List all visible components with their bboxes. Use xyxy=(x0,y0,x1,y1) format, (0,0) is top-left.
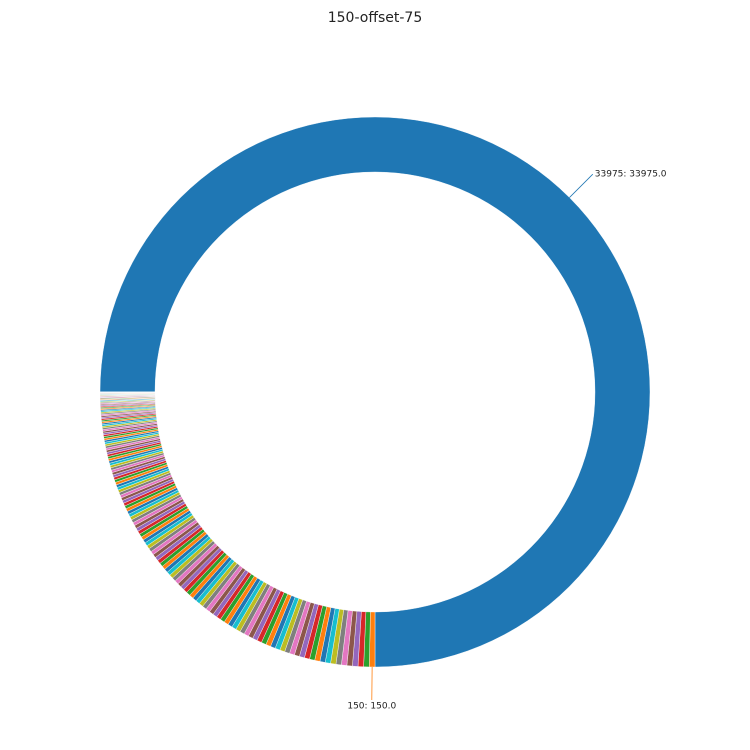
slice-label: 150: 150.0 xyxy=(347,701,396,711)
slice xyxy=(99,116,651,668)
chart-title: 150-offset-75 xyxy=(328,10,423,26)
leader-line xyxy=(569,173,594,198)
slice-label: 33975: 33975.0 xyxy=(595,170,667,180)
